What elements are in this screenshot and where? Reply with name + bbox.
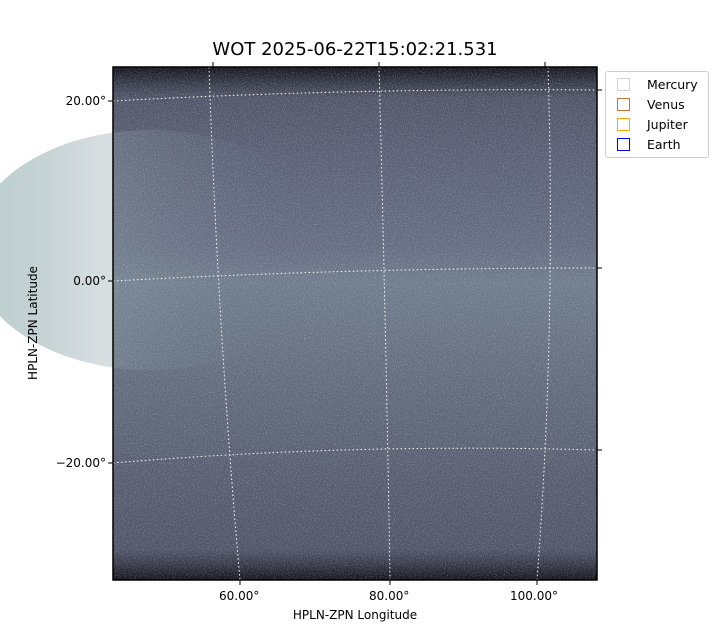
- legend-item-venus: Venus: [617, 94, 685, 114]
- x-tick-label: 100.00°: [510, 589, 558, 603]
- x-axis-label: HPLN-ZPN Longitude: [292, 608, 418, 622]
- grid-lat-20: [112, 89, 598, 102]
- grid-lat-0: [112, 267, 598, 282]
- chart-title: WOT 2025-06-22T15:02:21.531: [212, 39, 498, 60]
- coordinate-grid: [112, 66, 598, 581]
- legend-swatch: [617, 77, 630, 91]
- tick-marks: [108, 62, 602, 585]
- axes-frame: [112, 66, 598, 581]
- solar-image: [0, 67, 597, 580]
- x-tick-label: 80.00°: [369, 589, 410, 603]
- legend-item-earth: Earth: [617, 134, 681, 154]
- y-axis-label: HPLN-ZPN Latitude: [26, 266, 40, 380]
- legend-item-mercury: Mercury: [617, 74, 698, 94]
- grid-lat-minus20: [112, 447, 598, 464]
- legend-swatch: [617, 97, 630, 111]
- legend: Mercury Venus Jupiter Earth: [605, 71, 709, 158]
- y-tick-label: 0.00°: [73, 274, 106, 288]
- legend-swatch: [617, 117, 630, 131]
- x-tick-label: 60.00°: [219, 589, 260, 603]
- legend-swatch: [617, 137, 630, 151]
- y-tick-label: −20.00°: [55, 456, 106, 470]
- legend-item-jupiter: Jupiter: [617, 114, 688, 134]
- y-tick-label: 20.00°: [65, 94, 106, 108]
- grid-lon-60: [208, 66, 241, 581]
- legend-label: Earth: [647, 136, 681, 152]
- legend-label: Venus: [647, 96, 685, 112]
- legend-label: Jupiter: [647, 116, 688, 132]
- legend-label: Mercury: [647, 76, 698, 92]
